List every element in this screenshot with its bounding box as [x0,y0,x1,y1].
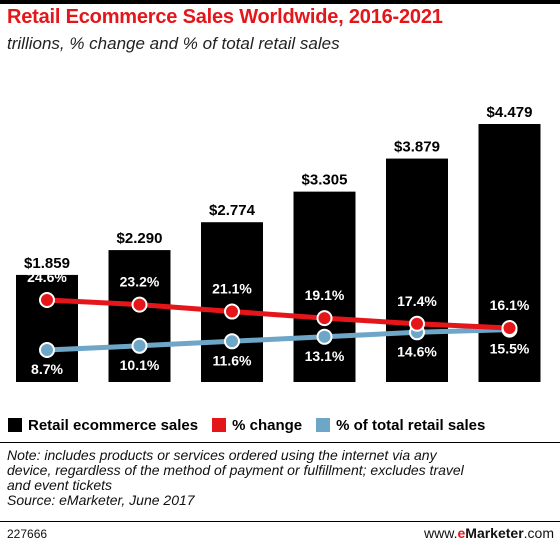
x-tick-label: 2021 [494,389,525,390]
lines-layer [39,292,518,358]
legend-item-sales: Retail ecommerce sales [8,417,198,434]
share-value-label: 13.1% [305,348,345,364]
bar-value-label: $3.305 [302,172,348,189]
chart-subtitle: trillions, % change and % of total retai… [7,34,340,53]
point-change [316,310,333,327]
legend-label-sales: Retail ecommerce sales [28,416,199,434]
bar-value-label: $1.859 [24,255,70,272]
note-line: Note: includes products or services orde… [7,447,437,463]
legend-item-share: % of total retail sales [316,417,485,434]
bar-value-label: $3.879 [394,139,440,156]
point-share [131,337,148,354]
chart-plot: $1.859 2016 $2.290 2017 $2.774 2018 $3.305 2019… [16,104,541,390]
x-tick-label: 2018 [216,389,247,390]
bar-2019 [293,191,356,382]
share-value-label: 14.6% [397,343,437,359]
divider-top [0,442,560,443]
bar-value-label: $2.290 [117,230,163,247]
point-share [39,342,55,358]
labels-layer: $1.859 2016 $2.290 2017 $2.774 2018 $3.305 2019… [24,104,532,390]
note-line: device, regardless of the method of paym… [7,462,464,478]
point-change [409,315,425,332]
point-change [224,303,240,320]
bar-2021 [478,124,541,383]
legend-swatch-sales [8,418,22,432]
point-share [224,333,240,350]
share-value-label: 10.1% [120,357,160,373]
bar-2018 [201,222,263,382]
legend-swatch-change [212,418,227,432]
change-value-label: 24.6% [27,269,67,285]
brand-logo: www.eMarketer.com [424,525,554,541]
line-change [46,297,510,331]
brand-suffix: .com [523,525,554,541]
legend-label-share: % of total retail sales [336,416,486,434]
top-rule [0,0,560,4]
point-share [316,328,333,345]
brand-name: Marketer [465,525,524,541]
share-value-label: 8.7% [31,361,63,377]
chart-title: Retail Ecommerce Sales Worldwide, 2016-2… [7,6,443,28]
x-tick-label: 2017 [124,389,155,390]
bar-value-label: $4.479 [487,104,533,121]
bars-layer [16,124,541,383]
legend-label-change: % change [232,416,303,434]
note-line: Source: eMarketer, June 2017 [7,492,195,508]
point-change [501,320,518,337]
bar-value-label: $2.774 [209,202,256,219]
change-value-label: 21.1% [212,281,252,297]
x-tick-label: 2020 [401,389,432,390]
source-note: Note: includes products or services orde… [7,448,557,508]
change-value-label: 17.4% [397,293,437,309]
brand-e: e [457,525,466,541]
point-change [39,292,55,308]
point-change [131,296,148,313]
x-tick-label: 2016 [31,389,62,390]
share-value-label: 15.5% [490,341,530,357]
legend-swatch-share [316,418,331,432]
chart-legend: Retail ecommerce sales % change % of tot… [8,414,560,436]
change-value-label: 23.2% [120,274,160,290]
legend-item-change: % change [212,417,302,434]
line-share [46,327,510,353]
note-line: and event tickets [7,477,113,493]
share-value-label: 11.6% [213,352,252,368]
divider-bottom [0,521,560,522]
chart-id: 227666 [7,527,48,541]
brand-prefix: www. [424,525,458,541]
bar-2017 [108,250,171,382]
change-value-label: 19.1% [305,287,345,303]
x-tick-label: 2019 [309,389,340,390]
bar-2020 [386,158,448,382]
change-value-label: 16.1% [490,297,530,313]
